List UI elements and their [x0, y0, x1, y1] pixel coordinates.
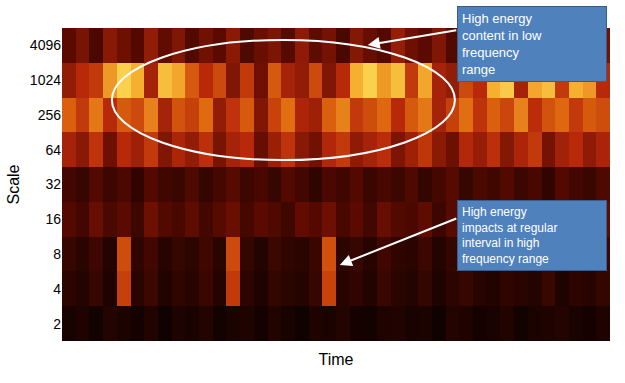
svg-text:64: 64: [45, 142, 61, 158]
svg-text:32: 32: [45, 176, 61, 192]
svg-text:High energyimpacts at regulari: High energyimpacts at regularinterval in…: [462, 205, 557, 266]
svg-text:Scale: Scale: [5, 164, 22, 204]
svg-text:16: 16: [45, 211, 61, 227]
svg-text:2: 2: [53, 316, 61, 332]
svg-text:4096: 4096: [30, 37, 61, 53]
svg-text:Time: Time: [319, 351, 354, 368]
svg-text:256: 256: [38, 107, 62, 123]
svg-text:8: 8: [53, 246, 61, 262]
svg-text:1024: 1024: [30, 72, 61, 88]
svg-text:High energycontent in lowfrequ: High energycontent in lowfrequencyrange: [462, 11, 542, 77]
svg-text:4: 4: [53, 281, 61, 297]
